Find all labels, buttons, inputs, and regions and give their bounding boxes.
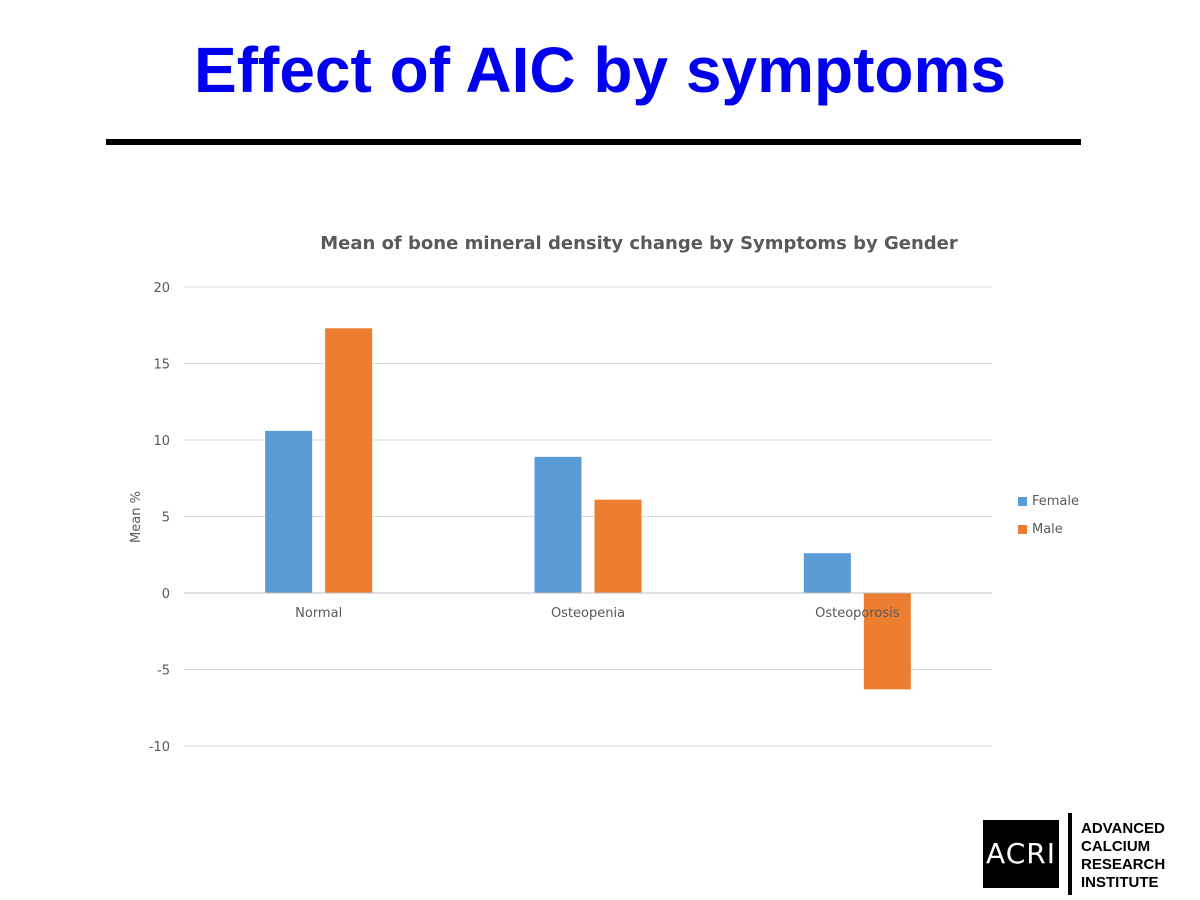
logo-mark-text: ACRI bbox=[986, 837, 1056, 870]
y-tick-label: 5 bbox=[162, 511, 170, 526]
bar-female bbox=[265, 430, 313, 593]
logo-name-line: ADVANCED bbox=[1081, 820, 1165, 837]
logo-name: ADVANCED CALCIUM RESEARCH INSTITUTE bbox=[1081, 820, 1191, 892]
y-axis-ticks: 20 15 10 5 0 -5 -10 bbox=[149, 281, 170, 755]
acri-logo-mark: ACRI bbox=[983, 820, 1059, 888]
y-tick-label: 0 bbox=[162, 587, 170, 602]
bar-male bbox=[863, 593, 911, 690]
bar-male bbox=[325, 328, 373, 593]
title-divider bbox=[106, 139, 1081, 145]
bar-female bbox=[803, 553, 851, 593]
category-label: Normal bbox=[295, 606, 342, 621]
category-label: Osteopenia bbox=[551, 606, 625, 621]
y-axis-title: Mean % bbox=[129, 491, 144, 543]
legend: Female Male bbox=[1018, 494, 1079, 537]
y-tick-label: -5 bbox=[157, 664, 170, 679]
slide-title: Effect of AIC by symptoms bbox=[194, 34, 1006, 106]
logo-name-line: CALCIUM bbox=[1081, 838, 1151, 855]
logo-name-line: INSTITUTE bbox=[1081, 874, 1159, 891]
gridlines bbox=[184, 286, 992, 747]
legend-swatch bbox=[1018, 525, 1027, 534]
legend-label: Female bbox=[1032, 494, 1079, 509]
legend-swatch bbox=[1018, 497, 1027, 506]
logo-divider bbox=[1068, 813, 1072, 895]
category-labels: Normal Osteopenia Osteoporosis bbox=[295, 606, 900, 621]
y-tick-label: 10 bbox=[153, 434, 170, 449]
y-tick-label: 20 bbox=[153, 281, 170, 296]
legend-label: Male bbox=[1032, 522, 1063, 537]
category-label: Osteoporosis bbox=[815, 606, 900, 621]
chart-title: Mean of bone mineral density change by S… bbox=[320, 233, 958, 254]
logo-name-line: RESEARCH bbox=[1081, 856, 1166, 873]
y-tick-label: -10 bbox=[149, 740, 170, 755]
bars bbox=[265, 328, 911, 690]
bar-male bbox=[594, 499, 642, 593]
y-tick-label: 15 bbox=[153, 358, 170, 373]
bar-female bbox=[534, 456, 582, 593]
